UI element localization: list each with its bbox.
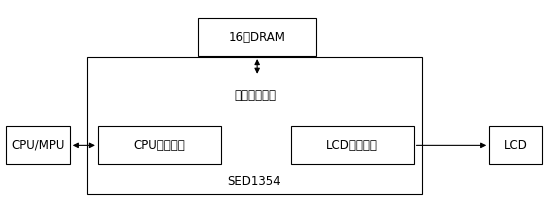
Bar (98, 126, 221, 164)
Bar (87, 57, 422, 194)
Text: SED1354: SED1354 (228, 175, 281, 188)
Text: CPU/MPU: CPU/MPU (11, 139, 64, 152)
Text: 16位DRAM: 16位DRAM (229, 31, 286, 44)
Text: CPU接口部分: CPU接口部分 (134, 139, 185, 152)
Text: LCD驱动部分: LCD驱动部分 (326, 139, 378, 152)
Bar (184, 77, 327, 114)
Bar (198, 18, 316, 56)
Text: 内部控制部分: 内部控制部分 (235, 89, 277, 102)
Text: LCD: LCD (504, 139, 528, 152)
Bar (6, 126, 70, 164)
Bar (489, 126, 542, 164)
Bar (291, 126, 414, 164)
